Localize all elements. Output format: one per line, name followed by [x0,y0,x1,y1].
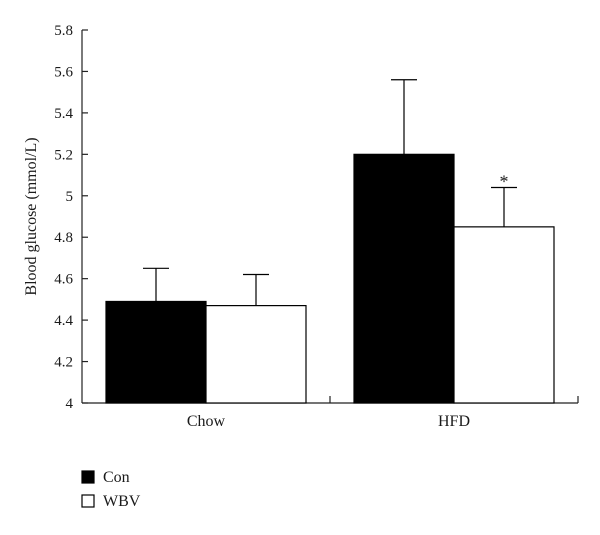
y-tick-label: 5 [66,189,74,205]
x-category-label: Chow [187,413,226,430]
legend-label-wbv: WBV [103,493,141,510]
bar-wbv-chow [205,305,307,404]
error-bars [143,79,517,306]
legend: Con WBV [81,469,141,510]
y-tick-label: 5.4 [54,106,73,122]
bar-con-hfd [353,153,455,404]
annotations: * [500,171,509,191]
legend-swatch-wbv [81,494,95,508]
x-category-label: HFD [438,413,470,430]
legend-label-con: Con [103,469,130,486]
y-axis-ticks: 4 4.2 4.4 4.6 4.8 5 5.2 5.4 5.6 5.8 [54,23,88,412]
y-tick-label: 5.8 [54,23,73,39]
y-tick-label: 4.6 [54,272,73,288]
y-axis-title: Blood glucose (mmol/L) [23,137,40,295]
y-tick-label: 4 [66,396,74,412]
bars [105,153,555,404]
x-axis-ticks: Chow HFD [187,396,579,430]
bar-wbv-hfd [453,226,555,404]
bar-con-chow [105,300,207,404]
legend-swatch-con [81,470,95,484]
y-tick-label: 4.4 [54,313,73,329]
significance-asterisk: * [500,171,509,191]
y-tick-label: 5.2 [54,147,73,163]
y-tick-label: 5.6 [54,64,73,80]
y-tick-label: 4.8 [54,230,73,246]
y-tick-label: 4.2 [54,355,73,371]
